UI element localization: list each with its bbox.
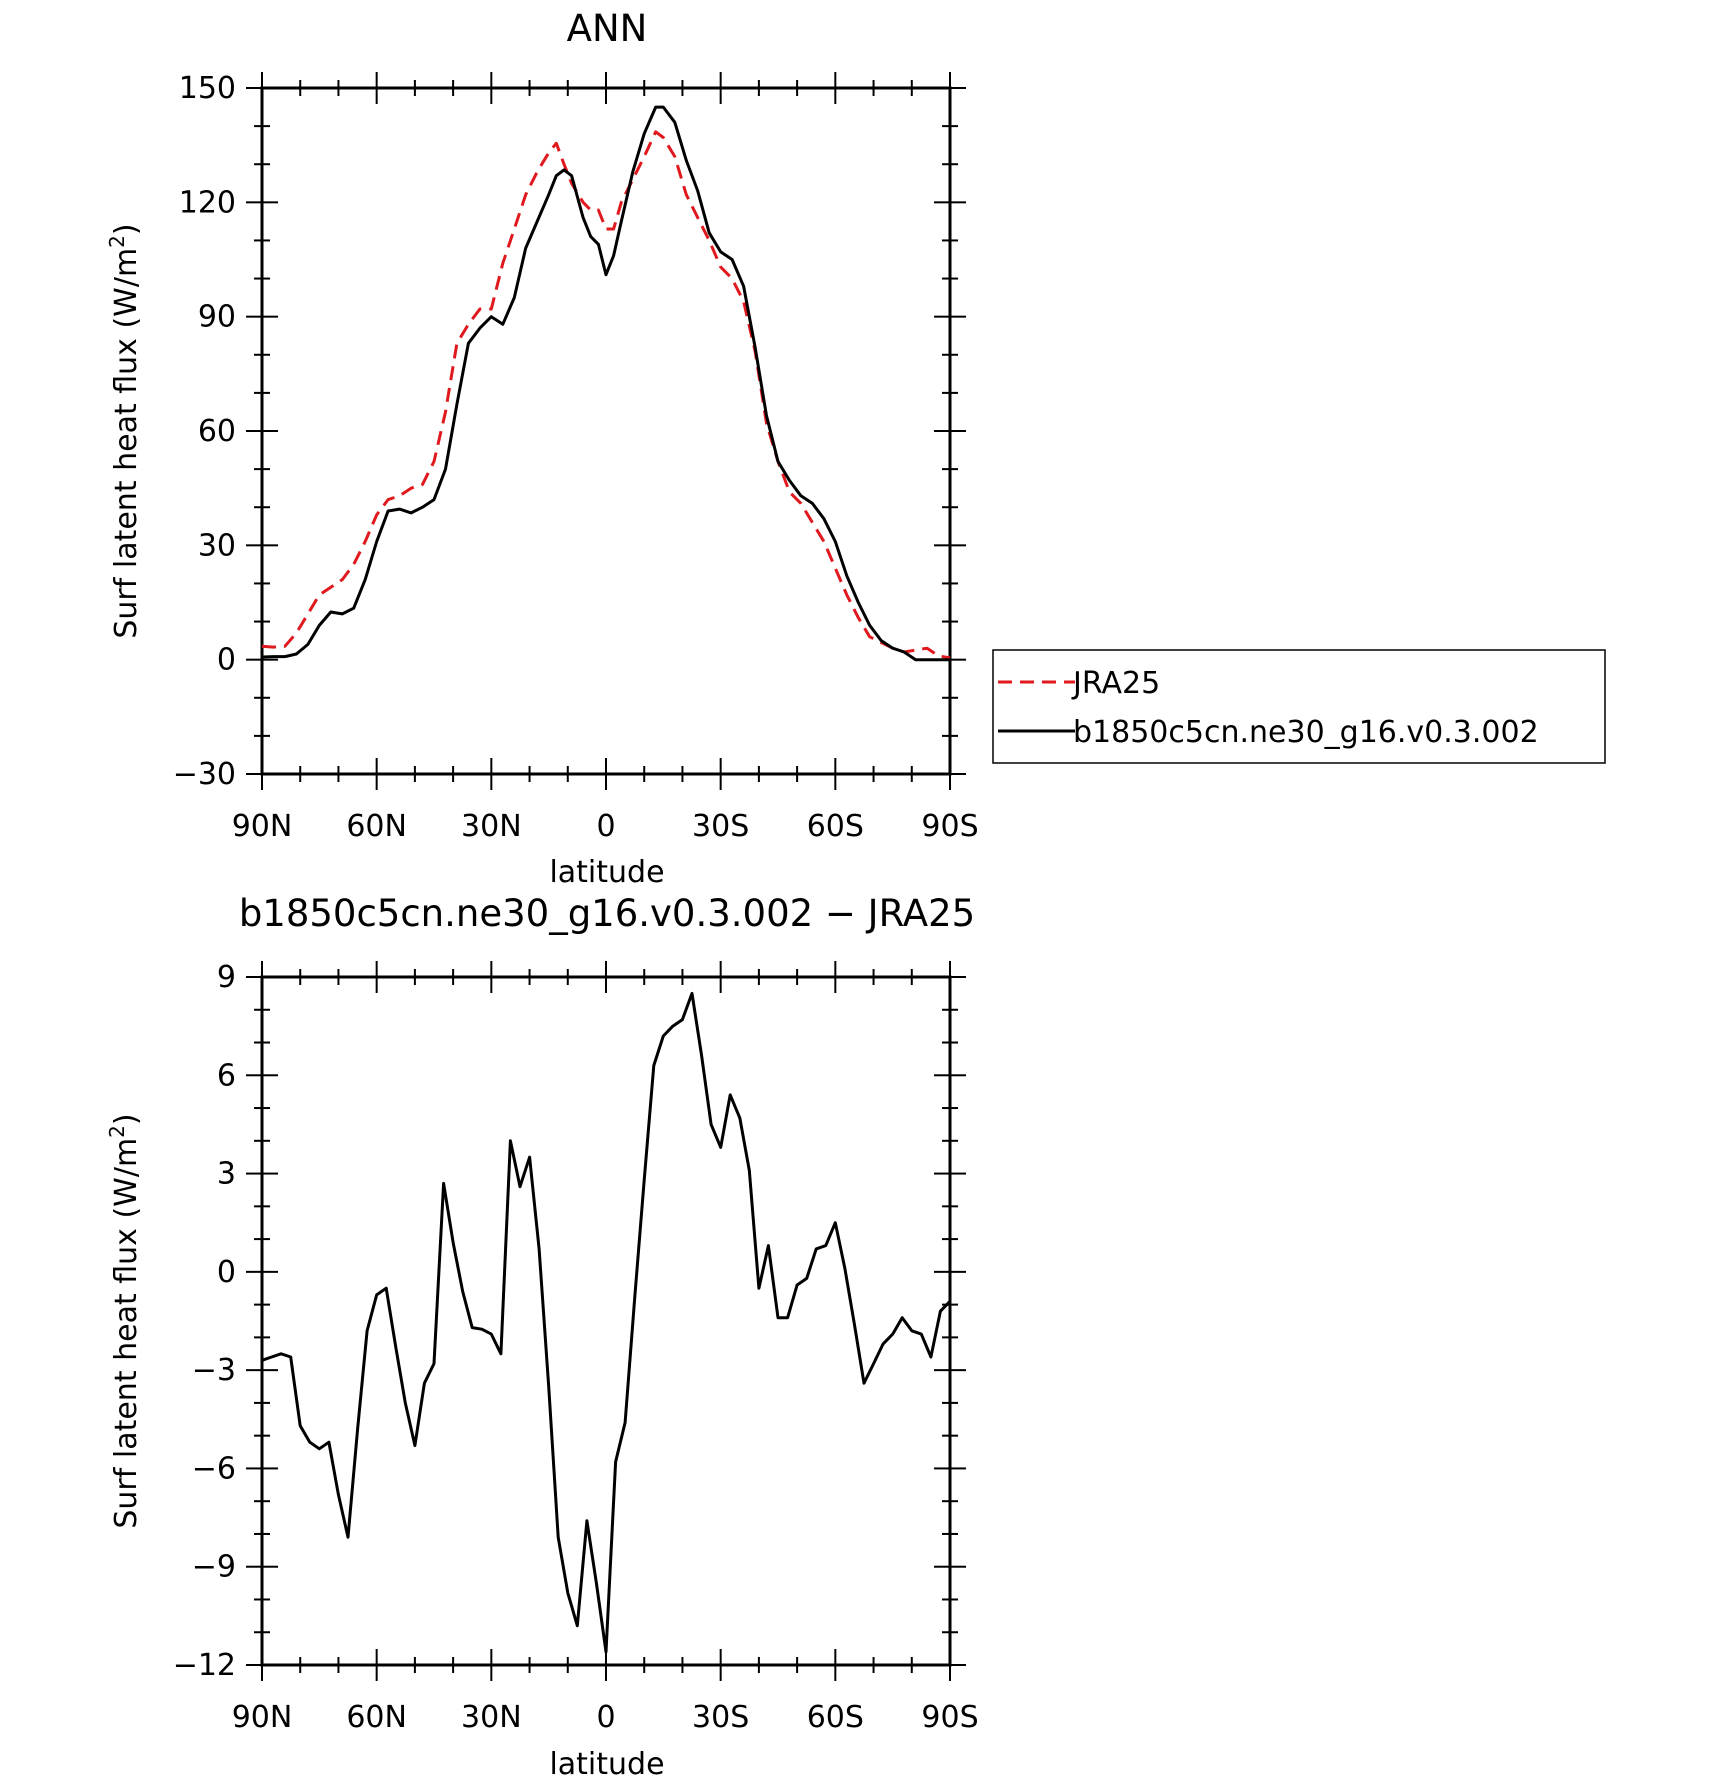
y-tick-label: 9	[217, 960, 236, 995]
x-tick-label: 90S	[921, 1700, 978, 1735]
x-tick-label: 0	[596, 809, 615, 844]
series-line-b1850c5cn-ne30-g16-v0-3-002	[261, 105, 950, 662]
data-series	[261, 105, 951, 662]
y-tick-label: 30	[198, 528, 236, 563]
x-tick-label: 30N	[461, 1700, 522, 1735]
y-tick-label: −3	[192, 1353, 236, 1388]
x-tick-label: 30S	[692, 1700, 749, 1735]
x-tick-label: 30N	[461, 809, 522, 844]
x-tick-label: 60N	[346, 1700, 407, 1735]
x-tick-label: 60N	[346, 809, 407, 844]
legend-label-model: b1850c5cn.ne30_g16.v0.3.002	[1073, 715, 1539, 750]
legend: JRA25 b1850c5cn.ne30_g16.v0.3.002	[992, 649, 1606, 764]
y-tick-label: 0	[217, 1255, 236, 1290]
bottom-panel: b1850c5cn.ne30_g16.v0.3.002 − JRA25 −12−…	[105, 892, 979, 1777]
y-tick-label: 60	[198, 414, 236, 449]
y-tick-label: 0	[217, 643, 236, 678]
data-series	[261, 991, 952, 1654]
x-tick-label: 60S	[807, 809, 864, 844]
y-tick-label: 3	[217, 1157, 236, 1192]
plot-area-frame	[260, 86, 952, 776]
legend-label-jra25: JRA25	[1071, 666, 1160, 701]
x-tick-label: 30S	[692, 809, 749, 844]
plot-area-frame	[260, 975, 952, 1667]
x-axis-label: latitude	[549, 855, 664, 890]
x-tick-label: 60S	[807, 1700, 864, 1735]
y-axis-label: Surf latent heat flux (W/m2)	[105, 1113, 144, 1528]
y-axis-label: Surf latent heat flux (W/m2)	[105, 223, 144, 638]
axis-ticks: −30 0 30 60 90 120 150 90N 60N 30N 0 30S 60S 90S	[173, 71, 979, 844]
x-axis-label: latitude	[549, 1747, 664, 1777]
y-tick-label: −6	[192, 1451, 236, 1486]
y-tick-label: −30	[173, 757, 236, 792]
difference-chart-title: b1850c5cn.ne30_g16.v0.3.002 − JRA25	[239, 892, 975, 935]
y-tick-label: 120	[179, 185, 236, 220]
axis-ticks: −12 −9 −6 −3 0 3 6 9 90N 60N 30N 0 30S 60S 90S	[173, 960, 979, 1735]
y-tick-label: 150	[179, 71, 236, 106]
series-line-difference	[261, 991, 952, 1654]
y-tick-label: −12	[173, 1648, 236, 1683]
x-tick-label: 90S	[921, 809, 978, 844]
series-line-jra25	[261, 130, 951, 660]
x-tick-label: 90N	[232, 1700, 293, 1735]
x-tick-label: 90N	[232, 809, 293, 844]
chart-title: ANN	[567, 7, 648, 50]
y-tick-label: 6	[217, 1058, 236, 1093]
y-tick-label: −9	[192, 1550, 236, 1585]
x-tick-label: 0	[596, 1700, 615, 1735]
legend-box	[992, 649, 1606, 764]
y-tick-label: 90	[198, 300, 236, 335]
